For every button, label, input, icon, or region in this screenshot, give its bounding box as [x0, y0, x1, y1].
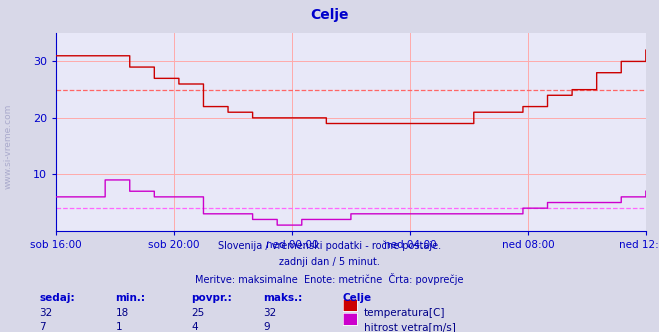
Text: temperatura[C]: temperatura[C] [364, 308, 445, 318]
Text: povpr.:: povpr.: [191, 293, 232, 303]
Text: 4: 4 [191, 322, 198, 332]
Text: 9: 9 [264, 322, 270, 332]
Text: 7: 7 [40, 322, 46, 332]
Text: zadnji dan / 5 minut.: zadnji dan / 5 minut. [279, 257, 380, 267]
Text: www.si-vreme.com: www.si-vreme.com [3, 103, 13, 189]
Text: 32: 32 [40, 308, 53, 318]
Text: Celje: Celje [343, 293, 372, 303]
Text: 1: 1 [115, 322, 122, 332]
Text: hitrost vetra[m/s]: hitrost vetra[m/s] [364, 322, 455, 332]
Text: Slovenija / vremenski podatki - ročne postaje.: Slovenija / vremenski podatki - ročne po… [218, 241, 441, 251]
Text: 25: 25 [191, 308, 204, 318]
Text: sedaj:: sedaj: [40, 293, 75, 303]
Text: 32: 32 [264, 308, 277, 318]
Text: min.:: min.: [115, 293, 146, 303]
Text: 18: 18 [115, 308, 129, 318]
Text: maks.:: maks.: [264, 293, 303, 303]
Text: Meritve: maksimalne  Enote: metrične  Črta: povprečje: Meritve: maksimalne Enote: metrične Črta… [195, 273, 464, 285]
Text: Celje: Celje [310, 8, 349, 22]
